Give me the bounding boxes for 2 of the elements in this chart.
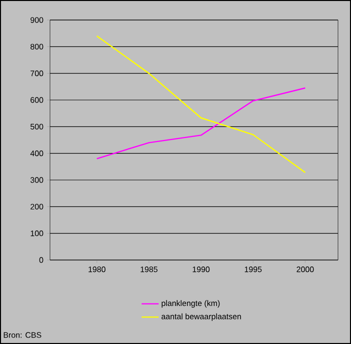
- line-series: [96, 35, 306, 174]
- line-series: [96, 87, 306, 160]
